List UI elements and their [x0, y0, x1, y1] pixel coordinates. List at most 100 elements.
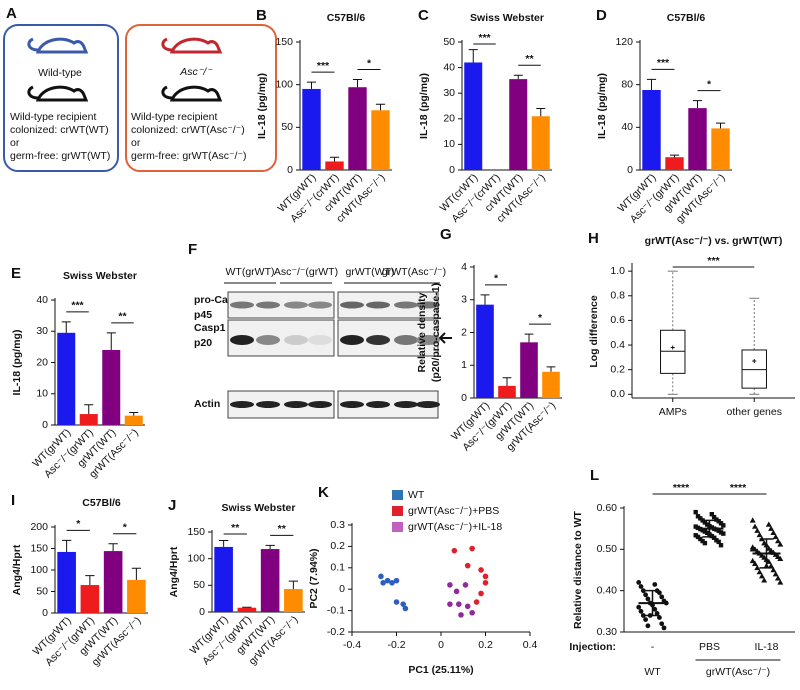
sd-bar: [702, 519, 717, 538]
y-tick-label: 2: [461, 326, 467, 338]
y-axis-label: Relative density: [416, 292, 428, 372]
band: [308, 335, 332, 345]
band: [284, 335, 308, 345]
error-bar: [106, 332, 116, 350]
point: [393, 577, 400, 584]
bar: [711, 128, 730, 170]
significance-label: ***: [707, 255, 720, 267]
y-axis-label: (p20/pro-caspase-1): [430, 283, 442, 382]
point: [777, 541, 784, 547]
column-label: grWT(Asc⁻/⁻): [382, 266, 446, 278]
point: [657, 590, 662, 596]
panel-g: G Relative density (p20/pro-caspase-1) 0 1 2 3…: [416, 226, 562, 453]
y-tick-label: 80: [621, 78, 633, 90]
point: [718, 530, 724, 535]
y-tick-label: 120: [615, 36, 633, 48]
x-tick-label: -: [651, 641, 655, 653]
y-tick-label: 0.1: [330, 562, 345, 574]
box: [660, 329, 686, 374]
chart-title: Swiss Webster: [63, 270, 137, 282]
point: [752, 523, 758, 529]
y-tick-label: 40: [621, 121, 633, 133]
point: [775, 575, 781, 581]
y-axis-label: Ang4/Hprt: [168, 546, 180, 597]
bar: [103, 551, 123, 613]
x-tick-label: PBS: [699, 641, 720, 653]
point: [772, 571, 779, 577]
sd-bar: [645, 589, 660, 617]
y-tick-label: 0.8: [610, 290, 625, 302]
point: [643, 592, 648, 598]
y-tick-label: 10: [443, 138, 455, 150]
text-line: colonized: crWT(Asc⁻/⁻): [131, 124, 245, 136]
chart-title: Swiss Webster: [222, 502, 296, 514]
point: [765, 558, 772, 564]
point: [645, 623, 651, 629]
error-bar: [513, 74, 523, 80]
point: [447, 601, 453, 607]
bar: [498, 385, 516, 398]
point: [638, 584, 644, 589]
legend-swatch: [392, 490, 403, 500]
error-bar: [692, 100, 703, 109]
y-tick-label: 20: [36, 356, 48, 368]
mouse-icon: [161, 85, 223, 102]
point: [700, 538, 705, 544]
point: [469, 609, 475, 616]
error-bar: [84, 404, 94, 415]
point: [464, 603, 471, 610]
point: [482, 579, 489, 586]
point: [464, 562, 471, 569]
significance-label: ****: [730, 482, 747, 494]
chart-title: C57Bl/6: [327, 12, 366, 24]
point: [754, 527, 761, 533]
bar: [476, 304, 494, 398]
x-tick-label: 0.4: [523, 639, 538, 651]
chart-title: C57Bl/6: [82, 497, 121, 509]
point: [456, 601, 462, 607]
y-tick-label: 0.0: [610, 388, 625, 400]
band: [340, 401, 364, 408]
y-tick-label: 0: [42, 419, 48, 431]
error-bar: [352, 79, 363, 88]
error-bar: [536, 108, 546, 117]
bar: [57, 551, 76, 613]
point: [772, 533, 779, 540]
band: [416, 301, 440, 309]
text-line: Wild-type recipient: [10, 111, 96, 123]
box: [125, 24, 277, 172]
point: [705, 522, 710, 527]
error-bar: [61, 321, 71, 333]
point: [768, 562, 775, 569]
x-tick-label: IL-18: [755, 641, 779, 653]
panel-letter: G: [440, 226, 452, 243]
error-bar: [85, 575, 95, 586]
point: [693, 524, 698, 529]
band: [230, 401, 254, 408]
band: [416, 335, 440, 345]
x-axis-label: Injection:: [569, 641, 616, 653]
y-tick-label: 40: [443, 61, 455, 73]
panel-letter: I: [11, 492, 15, 509]
significance-label: ***: [478, 32, 491, 44]
y-tick-label: 200: [30, 521, 48, 533]
point: [700, 528, 705, 533]
point: [709, 533, 714, 539]
sd-bar: [759, 538, 774, 569]
legend-swatch: [392, 506, 403, 516]
significance-label: ****: [673, 482, 690, 494]
legend-label: grWT(Asc⁻/⁻)+PBS: [408, 505, 499, 517]
panel-letter: C: [418, 7, 429, 24]
error-bar: [265, 544, 275, 550]
point: [638, 608, 644, 614]
point: [645, 596, 651, 602]
panel-a: A Wild-type Asc⁻/⁻ Wild-type recipient c…: [3, 5, 277, 172]
point: [749, 517, 756, 523]
point: [711, 514, 717, 520]
text-line: germ-free: grWT(WT): [10, 150, 110, 162]
y-axis-label: Relative distance to WT: [572, 510, 584, 628]
point: [380, 579, 386, 586]
y-tick-label: 0.30: [597, 626, 618, 638]
bar: [542, 371, 560, 398]
